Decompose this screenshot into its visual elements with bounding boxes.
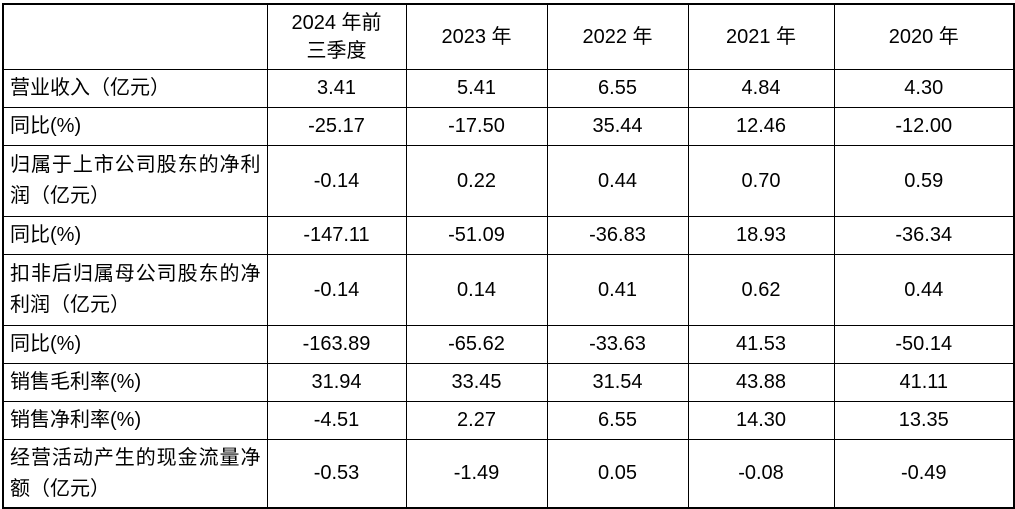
cell-net-margin-2021: 14.30 [687,401,835,440]
cell-deducted-net-profit-2023: 0.14 [405,254,548,326]
cell-gross-margin-2024: 31.94 [266,363,407,402]
cell-net-margin-2023: 2.27 [405,401,548,440]
cell-operating-cash-flow-2021: -0.08 [687,439,835,509]
cell-gross-margin-2020: 41.11 [833,363,1015,402]
cell-gross-margin-2022: 31.54 [546,363,689,402]
cell-net-margin-2022: 6.55 [546,401,689,440]
table-row-net-profit: 归属于上市公司股东的净利润（亿元） -0.14 0.22 0.44 0.70 0… [2,145,1015,217]
header-2022: 2022 年 [546,3,689,70]
cell-net-margin-2024: -4.51 [266,401,407,440]
row-label-revenue-yoy: 同比(%) [2,107,268,146]
financial-metrics-table-container: 2024 年前 三季度 2023 年 2022 年 2021 年 2020 年 … [2,3,1015,509]
cell-deducted-net-profit-yoy-2024: -163.89 [266,325,407,364]
cell-net-profit-2024: -0.14 [266,145,407,217]
cell-net-profit-yoy-2020: -36.34 [833,216,1015,255]
cell-gross-margin-2021: 43.88 [687,363,835,402]
cell-revenue-yoy-2020: -12.00 [833,107,1015,146]
row-label-deducted-net-profit-yoy: 同比(%) [2,325,268,364]
cell-deducted-net-profit-yoy-2023: -65.62 [405,325,548,364]
header-2020: 2020 年 [833,3,1015,70]
cell-revenue-2020: 4.30 [833,69,1015,108]
cell-net-profit-2020: 0.59 [833,145,1015,217]
cell-revenue-2021: 4.84 [687,69,835,108]
row-label-gross-margin: 销售毛利率(%) [2,363,268,402]
cell-deducted-net-profit-2021: 0.62 [687,254,835,326]
cell-operating-cash-flow-2023: -1.49 [405,439,548,509]
table-row-gross-margin: 销售毛利率(%) 31.94 33.45 31.54 43.88 41.11 [2,363,1015,402]
row-label-revenue: 营业收入（亿元） [2,69,268,108]
cell-net-profit-yoy-2023: -51.09 [405,216,548,255]
cell-revenue-2024: 3.41 [266,69,407,108]
header-metric-blank [2,3,268,70]
table-row-operating-cash-flow: 经营活动产生的现金流量净额（亿元） -0.53 -1.49 0.05 -0.08… [2,439,1015,509]
cell-net-profit-2022: 0.44 [546,145,689,217]
cell-net-margin-2020: 13.35 [833,401,1015,440]
cell-net-profit-yoy-2024: -147.11 [266,216,407,255]
table-row-deducted-net-profit-yoy: 同比(%) -163.89 -65.62 -33.63 41.53 -50.14 [2,325,1015,364]
table-row-net-margin: 销售净利率(%) -4.51 2.27 6.55 14.30 13.35 [2,401,1015,440]
table-row-revenue-yoy: 同比(%) -25.17 -17.50 35.44 12.46 -12.00 [2,107,1015,146]
header-2021: 2021 年 [687,3,835,70]
cell-deducted-net-profit-2024: -0.14 [266,254,407,326]
cell-operating-cash-flow-2024: -0.53 [266,439,407,509]
header-2024-q1-3: 2024 年前 三季度 [266,3,407,70]
cell-deducted-net-profit-2022: 0.41 [546,254,689,326]
cell-revenue-2023: 5.41 [405,69,548,108]
cell-operating-cash-flow-2020: -0.49 [833,439,1015,509]
cell-deducted-net-profit-yoy-2022: -33.63 [546,325,689,364]
header-row: 2024 年前 三季度 2023 年 2022 年 2021 年 2020 年 [2,3,1015,70]
row-label-net-profit: 归属于上市公司股东的净利润（亿元） [2,145,268,217]
cell-revenue-yoy-2021: 12.46 [687,107,835,146]
row-label-net-profit-yoy: 同比(%) [2,216,268,255]
cell-net-profit-2023: 0.22 [405,145,548,217]
cell-deducted-net-profit-2020: 0.44 [833,254,1015,326]
row-label-operating-cash-flow: 经营活动产生的现金流量净额（亿元） [2,439,268,509]
table-row-net-profit-yoy: 同比(%) -147.11 -51.09 -36.83 18.93 -36.34 [2,216,1015,255]
row-label-net-margin: 销售净利率(%) [2,401,268,440]
cell-revenue-yoy-2022: 35.44 [546,107,689,146]
cell-deducted-net-profit-yoy-2021: 41.53 [687,325,835,364]
row-label-deducted-net-profit: 扣非后归属母公司股东的净利润（亿元） [2,254,268,326]
cell-operating-cash-flow-2022: 0.05 [546,439,689,509]
cell-deducted-net-profit-yoy-2020: -50.14 [833,325,1015,364]
financial-metrics-table: 2024 年前 三季度 2023 年 2022 年 2021 年 2020 年 … [2,3,1015,509]
cell-revenue-yoy-2023: -17.50 [405,107,548,146]
cell-revenue-2022: 6.55 [546,69,689,108]
cell-net-profit-yoy-2022: -36.83 [546,216,689,255]
header-2023: 2023 年 [405,3,548,70]
table-row-revenue: 营业收入（亿元） 3.41 5.41 6.55 4.84 4.30 [2,69,1015,108]
cell-revenue-yoy-2024: -25.17 [266,107,407,146]
table-row-deducted-net-profit: 扣非后归属母公司股东的净利润（亿元） -0.14 0.14 0.41 0.62 … [2,254,1015,326]
cell-gross-margin-2023: 33.45 [405,363,548,402]
cell-net-profit-yoy-2021: 18.93 [687,216,835,255]
cell-net-profit-2021: 0.70 [687,145,835,217]
